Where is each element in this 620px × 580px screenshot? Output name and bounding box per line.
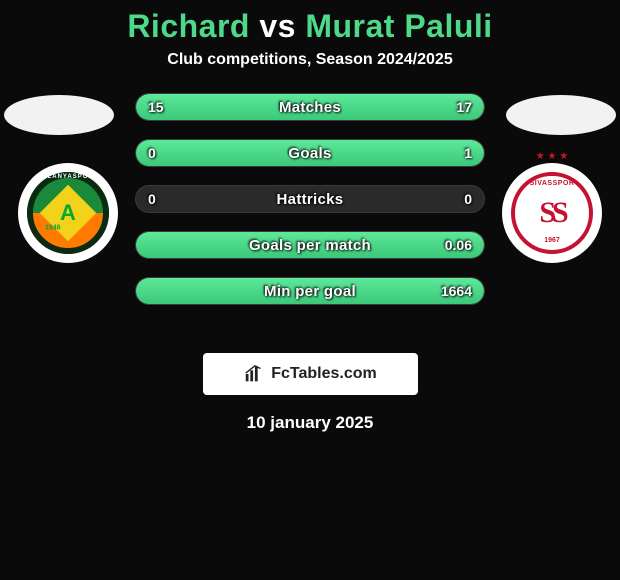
player1-club-badge: ALANYASPOR A 1948 — [18, 163, 118, 263]
player2-name: Murat Paluli — [305, 8, 492, 44]
stat-label: Hattricks — [136, 186, 484, 212]
subtitle: Club competitions, Season 2024/2025 — [0, 51, 620, 69]
brand-text: FcTables.com — [271, 365, 377, 383]
stat-row: 01Goals — [135, 139, 485, 167]
alanyaspor-letter: A — [60, 200, 76, 226]
stat-label: Goals per match — [136, 232, 484, 258]
stat-row: 1664Min per goal — [135, 277, 485, 305]
sivasspor-glyph: SS — [539, 196, 564, 230]
stat-label: Min per goal — [136, 278, 484, 304]
title-vs: vs — [259, 8, 296, 44]
alanyaspor-text: ALANYASPOR — [27, 174, 109, 180]
sivasspor-badge-inner: SİVASSPOR SS 1967 — [511, 172, 593, 254]
sivasspor-year: 1967 — [515, 237, 589, 244]
brand-badge[interactable]: FcTables.com — [203, 353, 418, 395]
alanyaspor-year: 1948 — [45, 225, 61, 232]
stat-row: 0.06Goals per match — [135, 231, 485, 259]
stat-label: Goals — [136, 140, 484, 166]
player2-photo — [506, 95, 616, 135]
player2-club-badge: ★ ★ ★ SİVASSPOR SS 1967 — [502, 163, 602, 263]
stat-row: 1517Matches — [135, 93, 485, 121]
footer-date: 10 january 2025 — [0, 413, 620, 433]
stat-label: Matches — [136, 94, 484, 120]
page-title: Richard vs Murat Paluli — [0, 8, 620, 45]
chart-area: ALANYASPOR A 1948 ★ ★ ★ SİVASSPOR SS 196… — [0, 105, 620, 335]
player1-name: Richard — [127, 8, 250, 44]
stat-bars: 1517Matches 01Goals 00Hattricks 0.06Goals p… — [135, 93, 485, 323]
chart-icon — [243, 363, 265, 385]
stat-row: 00Hattricks — [135, 185, 485, 213]
alanyaspor-badge-inner: ALANYASPOR A 1948 — [27, 172, 109, 254]
comparison-card: Richard vs Murat Paluli Club competition… — [0, 0, 620, 580]
player1-photo — [4, 95, 114, 135]
sivasspor-stars: ★ ★ ★ — [502, 151, 602, 162]
sivasspor-text: SİVASSPOR — [515, 180, 589, 187]
